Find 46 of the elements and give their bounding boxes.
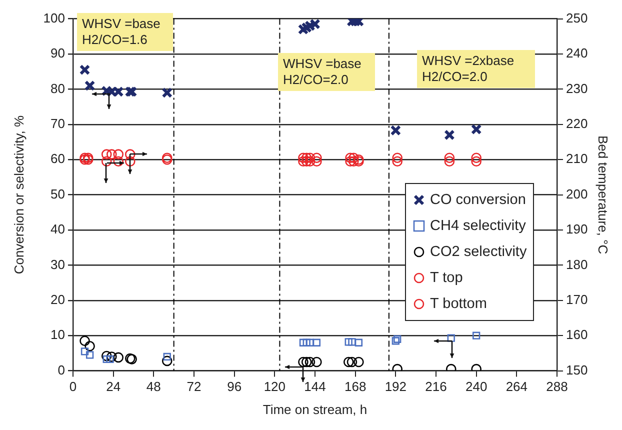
x-tick-label: 144	[304, 379, 326, 394]
x-tick-label: 264	[506, 379, 528, 394]
x-tick-label: 192	[384, 379, 407, 394]
x-tick-label: 72	[186, 379, 202, 394]
annotation: WHSV =2xbase H2/CO=2.0	[417, 50, 535, 88]
y2-tick-label: 220	[566, 116, 588, 131]
y2-tick-label: 240	[566, 46, 588, 61]
x-tick-label: 288	[546, 379, 568, 394]
y-tick-label: 80	[50, 80, 65, 96]
y-tick-label: 60	[50, 151, 65, 166]
y2-tick-label: 160	[566, 327, 588, 342]
x-tick-label: 120	[264, 379, 286, 394]
x-tick-label: 168	[344, 379, 366, 394]
legend-label: T top	[430, 270, 463, 286]
y-tick-label: 90	[50, 46, 65, 61]
x-axis-title: Time on stream, h	[262, 402, 368, 417]
annotation: WHSV =base H2/CO=2.0	[278, 53, 375, 91]
x-tick-label: 240	[465, 379, 488, 394]
y-tick-label: 40	[50, 222, 65, 237]
x-tick-label: 48	[146, 379, 161, 394]
x-tick-label: 96	[227, 379, 242, 394]
y2-tick-label: 230	[566, 80, 588, 96]
y2-axis-title: Bed temperature, °C	[596, 135, 611, 254]
y2-tick-label: 150	[566, 362, 588, 378]
x-tick-label: 24	[106, 379, 121, 394]
y-tick-label: 10	[50, 327, 65, 342]
y2-tick-label: 170	[566, 292, 588, 307]
y-tick-label: 0	[58, 362, 65, 378]
y-tick-label: 100	[43, 10, 65, 26]
legend-label: CO conversion	[430, 192, 526, 208]
legend-label: CO2 selectivity	[430, 244, 527, 260]
x-tick-label: 216	[425, 379, 447, 394]
y2-tick-label: 200	[566, 186, 588, 202]
legend-label: T bottom	[430, 296, 487, 312]
y-tick-label: 50	[50, 186, 65, 202]
annotation: WHSV =base H2/CO=1.6	[77, 13, 173, 51]
y-tick-label: 70	[50, 116, 65, 131]
y-tick-label: 30	[50, 256, 65, 272]
y2-tick-label: 190	[566, 222, 588, 237]
y2-tick-label: 210	[566, 151, 588, 166]
y-tick-label: 20	[50, 292, 65, 307]
y2-tick-label: 250	[566, 10, 588, 26]
x-tick-label: 0	[69, 379, 77, 394]
y2-tick-label: 180	[566, 256, 588, 272]
legend-label: CH4 selectivity	[430, 218, 526, 234]
y-axis-title: Conversion or selectivity, %	[11, 115, 26, 274]
